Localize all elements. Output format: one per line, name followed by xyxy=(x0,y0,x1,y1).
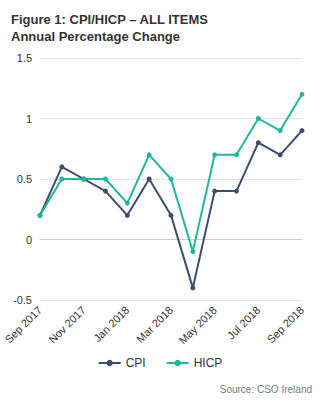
svg-text:1: 1 xyxy=(26,113,32,125)
svg-text:May 2018: May 2018 xyxy=(176,304,219,347)
svg-text:-0.5: -0.5 xyxy=(13,294,32,306)
svg-text:1.5: 1.5 xyxy=(17,52,32,64)
svg-text:Figure 1: CPI/HICP – ALL ITEMS: Figure 1: CPI/HICP – ALL ITEMS xyxy=(11,12,212,27)
svg-text:HICP: HICP xyxy=(194,356,223,370)
svg-text:Source: CSO Ireland: Source: CSO Ireland xyxy=(220,384,312,395)
svg-text:Annual Percentage Change: Annual Percentage Change xyxy=(11,29,180,44)
svg-text:Sep 2017: Sep 2017 xyxy=(2,304,44,346)
svg-text:Mar 2018: Mar 2018 xyxy=(134,304,175,345)
svg-text:Nov 2017: Nov 2017 xyxy=(46,304,88,346)
svg-text:0: 0 xyxy=(26,234,32,246)
svg-text:Jul 2018: Jul 2018 xyxy=(225,304,263,342)
svg-text:Jan 2018: Jan 2018 xyxy=(91,304,131,344)
svg-text:0.5: 0.5 xyxy=(17,173,32,185)
svg-text:Sep 2018: Sep 2018 xyxy=(264,304,306,346)
svg-text:CPI: CPI xyxy=(126,356,146,370)
